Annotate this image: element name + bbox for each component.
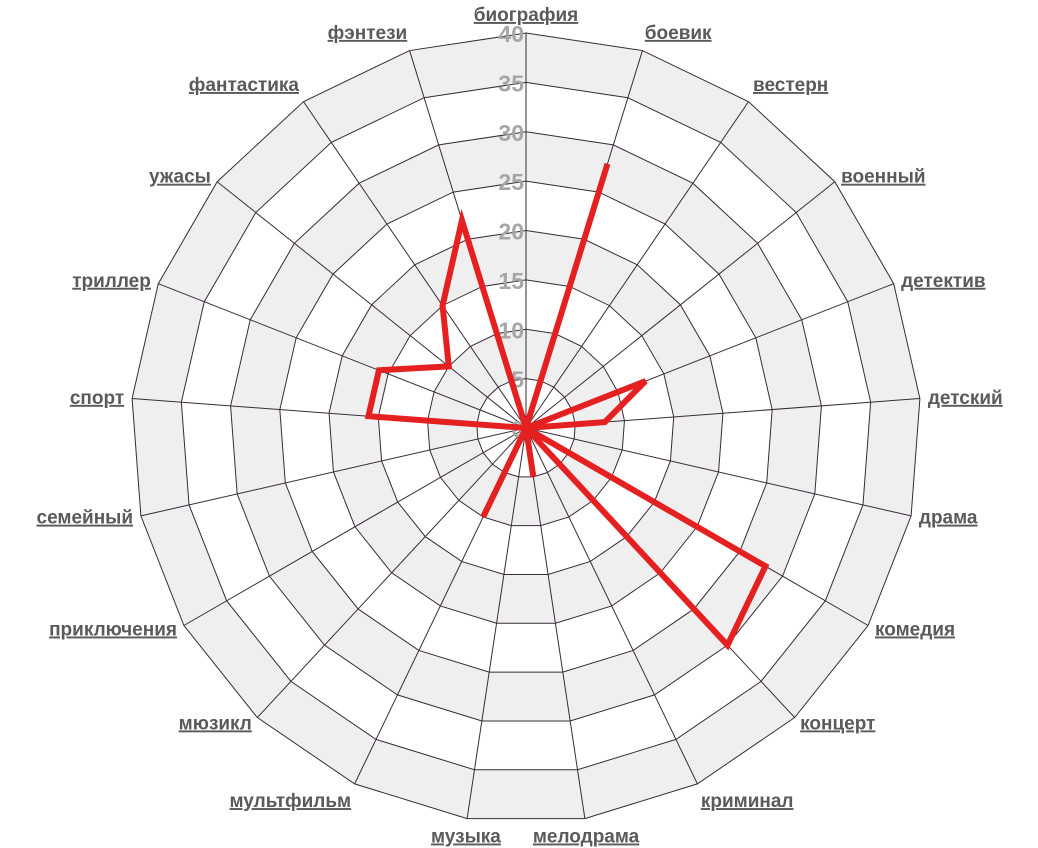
category-label-3: военный [841, 167, 925, 188]
category-label-9: криминал [701, 791, 794, 812]
grid-ring-6 [230, 131, 822, 722]
category-label-10: мелодрама [533, 827, 640, 848]
category-labels: биография боевик вестерн военный детектив дет… [37, 5, 1003, 848]
tick-label-40: 40 [498, 21, 524, 47]
category-label-1: боевик [645, 23, 712, 44]
category-label-8: концерт [800, 713, 875, 734]
category-label-19: фантастика [189, 75, 300, 96]
category-label-13: мюзикл [179, 713, 252, 734]
tick-label-20: 20 [498, 219, 524, 245]
category-label-4: детектив [901, 271, 985, 292]
grid-ring-2 [427, 328, 625, 527]
tick-label-10: 10 [498, 317, 524, 343]
category-label-6: драма [919, 508, 978, 529]
category-label-16: спорт [70, 388, 124, 409]
grid-ring-1 [476, 378, 576, 478]
grid-spoke-19 [303, 101, 527, 429]
category-label-14: приключения [49, 620, 177, 641]
category-label-11: музыка [431, 827, 501, 848]
grid-spoke-11 [466, 427, 527, 819]
grid-spoke-17 [158, 283, 527, 429]
grid-ring-4 [328, 229, 724, 624]
grid-spoke-6 [525, 427, 912, 517]
category-label-12: мультфильм [230, 791, 352, 812]
category-label-2: вестерн [753, 75, 828, 96]
grid-spoke-9 [525, 427, 698, 785]
grid-rings [131, 32, 921, 820]
grid-spoke-13 [256, 427, 527, 718]
grid-spoke-14 [183, 427, 527, 626]
category-label-0: биография [474, 5, 579, 26]
tick-label-35: 35 [498, 70, 524, 96]
grid-ring-7 [180, 81, 872, 771]
grid-ring-3 [377, 279, 675, 575]
category-label-5: детский [928, 388, 1003, 409]
grid-spoke-3 [525, 181, 836, 429]
tick-label-15: 15 [498, 268, 524, 294]
tick-label-30: 30 [498, 120, 524, 146]
category-label-17: триллер [72, 271, 151, 292]
category-label-20: фэнтези [328, 23, 408, 44]
grid-spoke-2 [525, 101, 749, 429]
category-label-15: семейный [37, 508, 134, 529]
category-label-18: ужасы [149, 167, 211, 188]
grid-spoke-15 [140, 427, 527, 517]
grid-ring-5 [279, 180, 773, 673]
category-label-7: комедия [875, 620, 955, 641]
grid-ring-8 [131, 32, 921, 820]
tick-label-25: 25 [498, 169, 524, 195]
grid-spoke-10 [525, 427, 586, 819]
grid-spoke-18 [216, 181, 527, 429]
series-layer [364, 162, 770, 651]
